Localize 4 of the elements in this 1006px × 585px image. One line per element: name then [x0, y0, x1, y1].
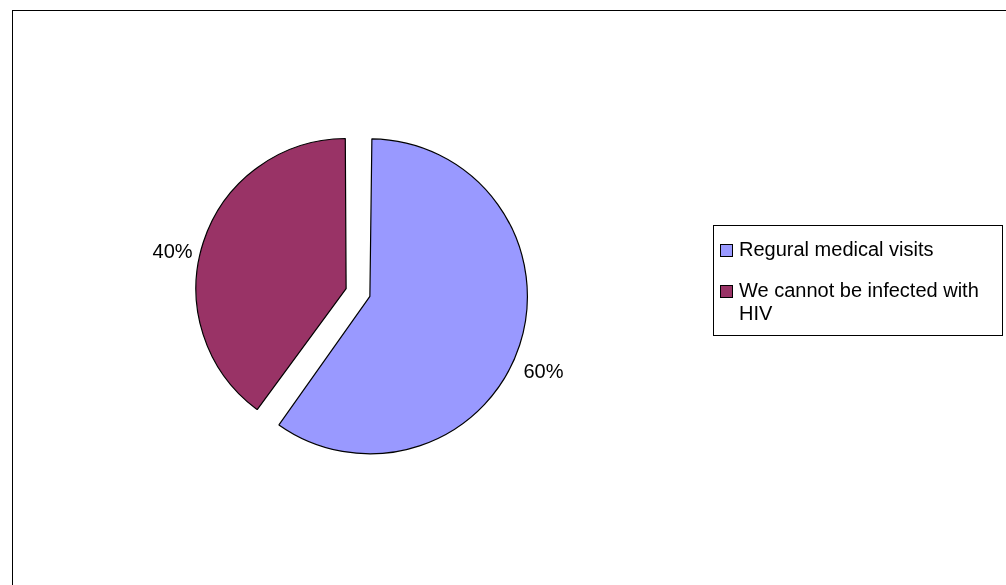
data-label: 40%	[152, 239, 193, 262]
legend-label: Regural medical visits	[739, 238, 934, 261]
legend-label: We cannot be infected with HIV	[739, 279, 980, 325]
data-label: 60%	[523, 360, 564, 383]
